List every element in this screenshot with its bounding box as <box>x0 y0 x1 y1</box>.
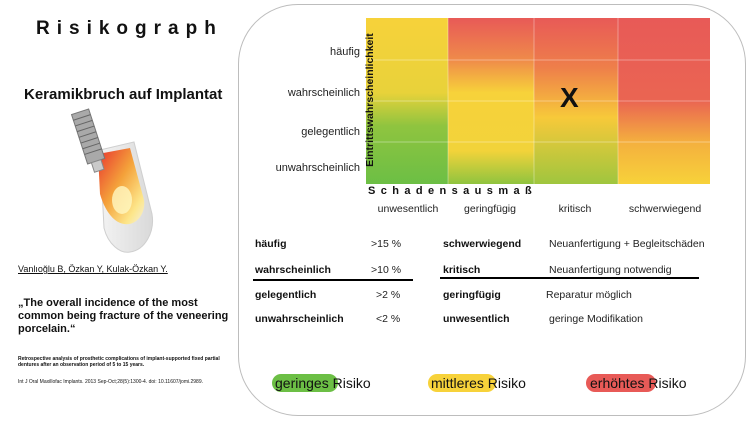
reference-citation: Int J Oral Maxillofac Implants. 2013 Sep… <box>18 379 204 385</box>
prob-value: >10 % <box>371 264 402 276</box>
quote: „The overall incidence of the most commo… <box>18 297 229 335</box>
legend-swatch-low <box>272 374 338 392</box>
legend-label: mittleres <box>431 375 484 391</box>
prob-term: unwahrscheinlich <box>255 313 344 325</box>
page-title: Risikograph <box>36 18 223 39</box>
subtitle: Keramikbruch auf Implantat <box>24 86 223 103</box>
reference-title: Retrospective analysis of prosthetic com… <box>18 356 220 368</box>
legend-risk-word: Risiko <box>487 375 526 391</box>
x-axis-title: Schadensausmaß <box>368 185 538 197</box>
severity-term: kritisch <box>443 264 481 276</box>
row-label-gelegentlich: gelegentlich <box>301 126 360 138</box>
prob-term: häufig <box>255 238 287 250</box>
severity-desc: Neuanfertigung + Begleitschäden <box>549 238 705 250</box>
risk-marker: X <box>560 82 579 113</box>
legend-risk-word: Risiko <box>332 375 371 391</box>
prob-value: >2 % <box>376 289 401 301</box>
col-label-schwerwiegend: schwerwiegend <box>628 203 702 215</box>
matrix-col-unwesentlich <box>366 18 448 184</box>
legend-label: geringes <box>275 375 329 391</box>
row-label-haeufig: häufig <box>330 46 360 58</box>
row-label-unwahrscheinlich: unwahrscheinlich <box>275 162 360 174</box>
legend-item-low: geringes Risiko <box>275 374 371 392</box>
severity-term: schwerwiegend <box>443 238 522 250</box>
legend-item-medium: mittleres Risiko <box>431 374 526 392</box>
legend-risk-word: Risiko <box>648 375 687 391</box>
prob-term: wahrscheinlich <box>255 264 331 276</box>
legend-item-high: erhöhtes Risiko <box>590 374 687 392</box>
legend-swatch-medium <box>428 374 496 392</box>
y-axis-title: Eintrittswahrscheinlichkeit <box>364 33 376 167</box>
col-label-kritisch: kritisch <box>558 203 592 215</box>
risk-graph-panel <box>238 4 746 416</box>
severity-desc: Neuanfertigung notwendig <box>549 264 672 276</box>
implant-crown-illustration <box>70 108 154 253</box>
legend-swatch-high <box>586 374 656 392</box>
matrix-col-kritisch <box>534 18 618 184</box>
authors: Vanlıoğlu B, Özkan Y, Kulak-Özkan Y. <box>18 264 168 274</box>
col-label-geringfuegig: geringfügig <box>464 203 516 215</box>
matrix-col-schwerwiegend <box>618 18 710 184</box>
prob-value: >15 % <box>371 238 402 250</box>
row-label-wahrscheinlich: wahrscheinlich <box>287 87 360 99</box>
severity-desc: geringe Modifikation <box>549 313 643 325</box>
table-divider <box>253 279 413 281</box>
legend-label: erhöhtes <box>590 375 645 391</box>
prob-value: <2 % <box>376 313 401 325</box>
matrix-col-geringfuegig <box>448 18 534 184</box>
severity-term: geringfügig <box>443 289 501 301</box>
severity-desc: Reparatur möglich <box>546 289 632 301</box>
severity-term: unwesentlich <box>443 313 510 325</box>
prob-term: gelegentlich <box>255 289 317 301</box>
risk-matrix <box>366 18 710 184</box>
col-label-unwesentlich: unwesentlich <box>377 203 439 215</box>
table-divider <box>440 277 699 279</box>
